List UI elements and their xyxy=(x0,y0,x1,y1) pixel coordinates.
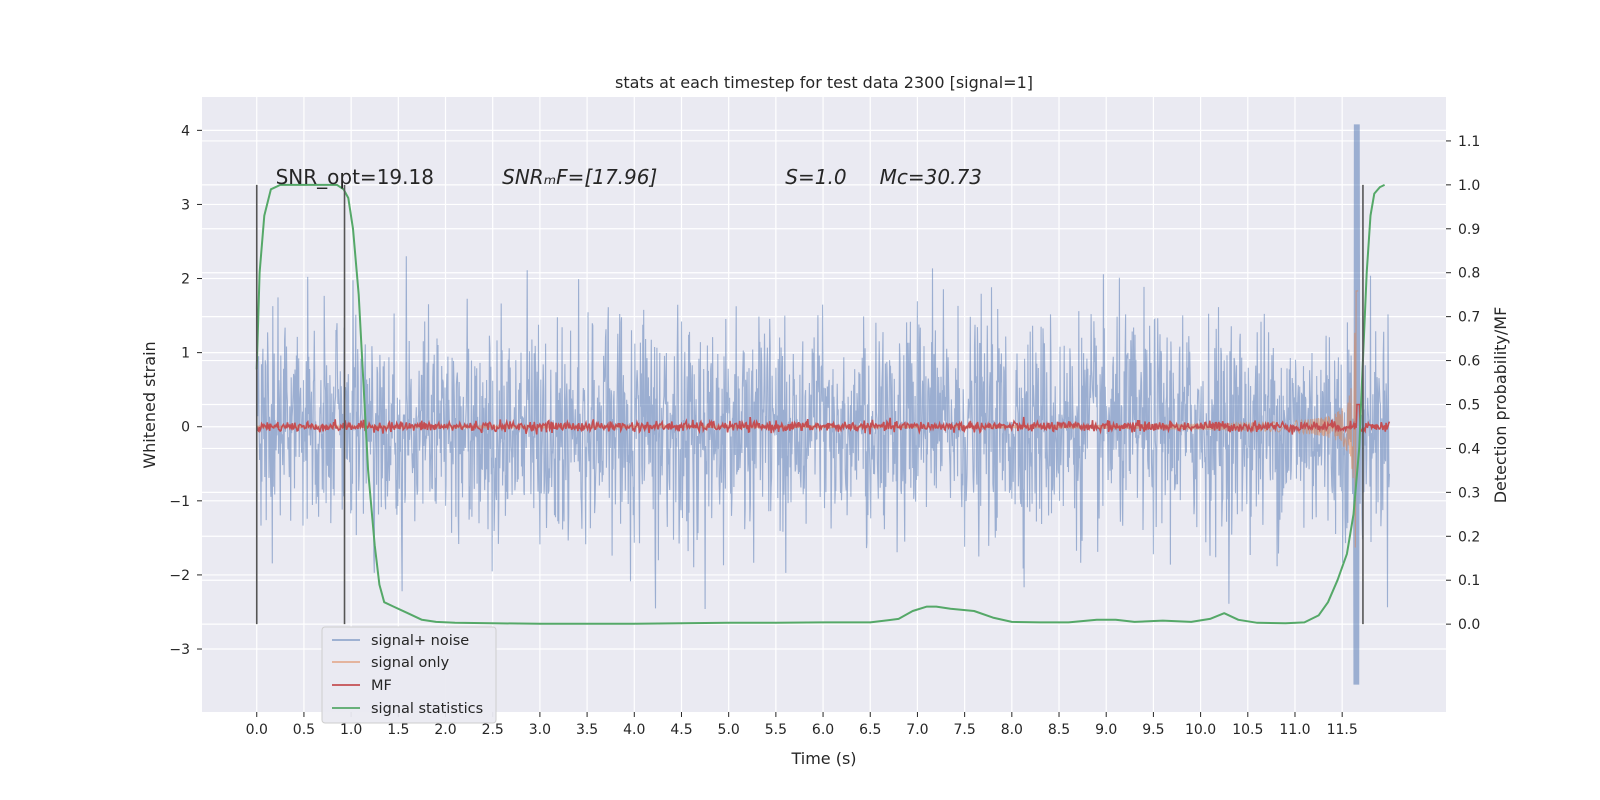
x-tick-label: 10.5 xyxy=(1232,722,1263,738)
x-tick-label: 5.0 xyxy=(718,722,740,738)
x-tick-label: 7.0 xyxy=(906,722,928,738)
x-tick-label: 3.0 xyxy=(529,722,551,738)
chart-title: stats at each timestep for test data 230… xyxy=(615,73,1033,92)
x-tick-label: 10.0 xyxy=(1185,722,1216,738)
x-tick-label: 4.5 xyxy=(670,722,692,738)
legend-label-mf: MF xyxy=(371,678,392,694)
y-right-tick-label: 1.1 xyxy=(1458,134,1480,150)
marker-layer xyxy=(255,184,1364,625)
x-tick-label: 2.5 xyxy=(482,722,504,738)
legend-label-signal-only: signal only xyxy=(371,655,450,671)
series-layer xyxy=(255,124,1391,685)
x-tick-label: 8.0 xyxy=(1001,722,1023,738)
y-right-tick-label: 0.0 xyxy=(1458,617,1480,633)
x-tick-label: 6.5 xyxy=(859,722,881,738)
y-right-tick-label: 0.7 xyxy=(1458,310,1480,326)
y-tick-label: −1 xyxy=(169,494,190,510)
x-axis-title: Time (s) xyxy=(790,749,856,768)
annotation-text: Mᴄ=30.73 xyxy=(880,165,982,189)
y-right-axis-title: Detection probability/MF xyxy=(1491,307,1510,504)
y-right-tick-label: 0.5 xyxy=(1458,398,1480,414)
y-tick-label: −2 xyxy=(169,568,190,584)
y-tick-label: 2 xyxy=(181,272,190,288)
x-tick-label: 0.5 xyxy=(293,722,315,738)
legend-label-signal-noise: signal+ noise xyxy=(371,633,469,649)
x-tick-label: 9.5 xyxy=(1142,722,1164,738)
x-tick-label: 3.5 xyxy=(576,722,598,738)
legend-box xyxy=(321,626,497,724)
x-tick-label: 5.5 xyxy=(765,722,787,738)
annotation-text: S=1.0 xyxy=(785,165,846,189)
y-right-tick-label: 0.1 xyxy=(1458,573,1480,589)
x-tick-label: 2.0 xyxy=(434,722,456,738)
y-right-tick-label: 0.4 xyxy=(1458,441,1480,457)
x-tick-label: 11.5 xyxy=(1327,722,1358,738)
annotation-layer: SNR_opt=19.18 SNRₘF=[17.96] S=1.0 Mᴄ=30.73 xyxy=(276,165,982,189)
x-tick-label: 1.5 xyxy=(387,722,409,738)
x-tick-label: 7.5 xyxy=(954,722,976,738)
series-signal-noise xyxy=(256,124,1390,685)
y-tick-label: 4 xyxy=(181,123,190,139)
x-tick-label: 6.0 xyxy=(812,722,834,738)
y-tick-label: −3 xyxy=(169,642,190,658)
annotation-text: SNRₘF=[17.96] xyxy=(502,165,657,189)
y-right-tick-label: 0.6 xyxy=(1458,354,1480,370)
y-right-tick-label: 0.3 xyxy=(1458,485,1480,501)
y-right-tick-label: 1.0 xyxy=(1458,178,1480,194)
x-tick-label: 8.5 xyxy=(1048,722,1070,738)
axis-layer: 0.0 0.5 1.0 1.5 2.0 2.5 3.0 3.5 4.0 4.5 5.0 5.5 6.0 6… xyxy=(169,123,1480,738)
y-axis-title: Whitened strain xyxy=(140,341,159,468)
x-tick-label: 9.0 xyxy=(1095,722,1117,738)
y-tick-label: 0 xyxy=(181,420,190,436)
y-tick-label: 1 xyxy=(181,346,190,362)
y-right-tick-label: 0.8 xyxy=(1458,266,1480,282)
x-tick-label: 4.0 xyxy=(623,722,645,738)
legend: signal+ noise signal only MF signal stat… xyxy=(321,626,497,724)
x-tick-label: 1.0 xyxy=(340,722,362,738)
series-mf xyxy=(255,403,1391,435)
y-right-tick-label: 0.2 xyxy=(1458,529,1480,545)
x-tick-label: 0.0 xyxy=(246,722,268,738)
y-tick-label: 3 xyxy=(181,197,190,213)
x-tick-label: 11.0 xyxy=(1279,722,1310,738)
legend-label-signal-statistics: signal statistics xyxy=(371,701,483,717)
y-right-tick-label: 0.9 xyxy=(1458,222,1480,238)
annotation-text: SNR_opt=19.18 xyxy=(276,165,434,189)
